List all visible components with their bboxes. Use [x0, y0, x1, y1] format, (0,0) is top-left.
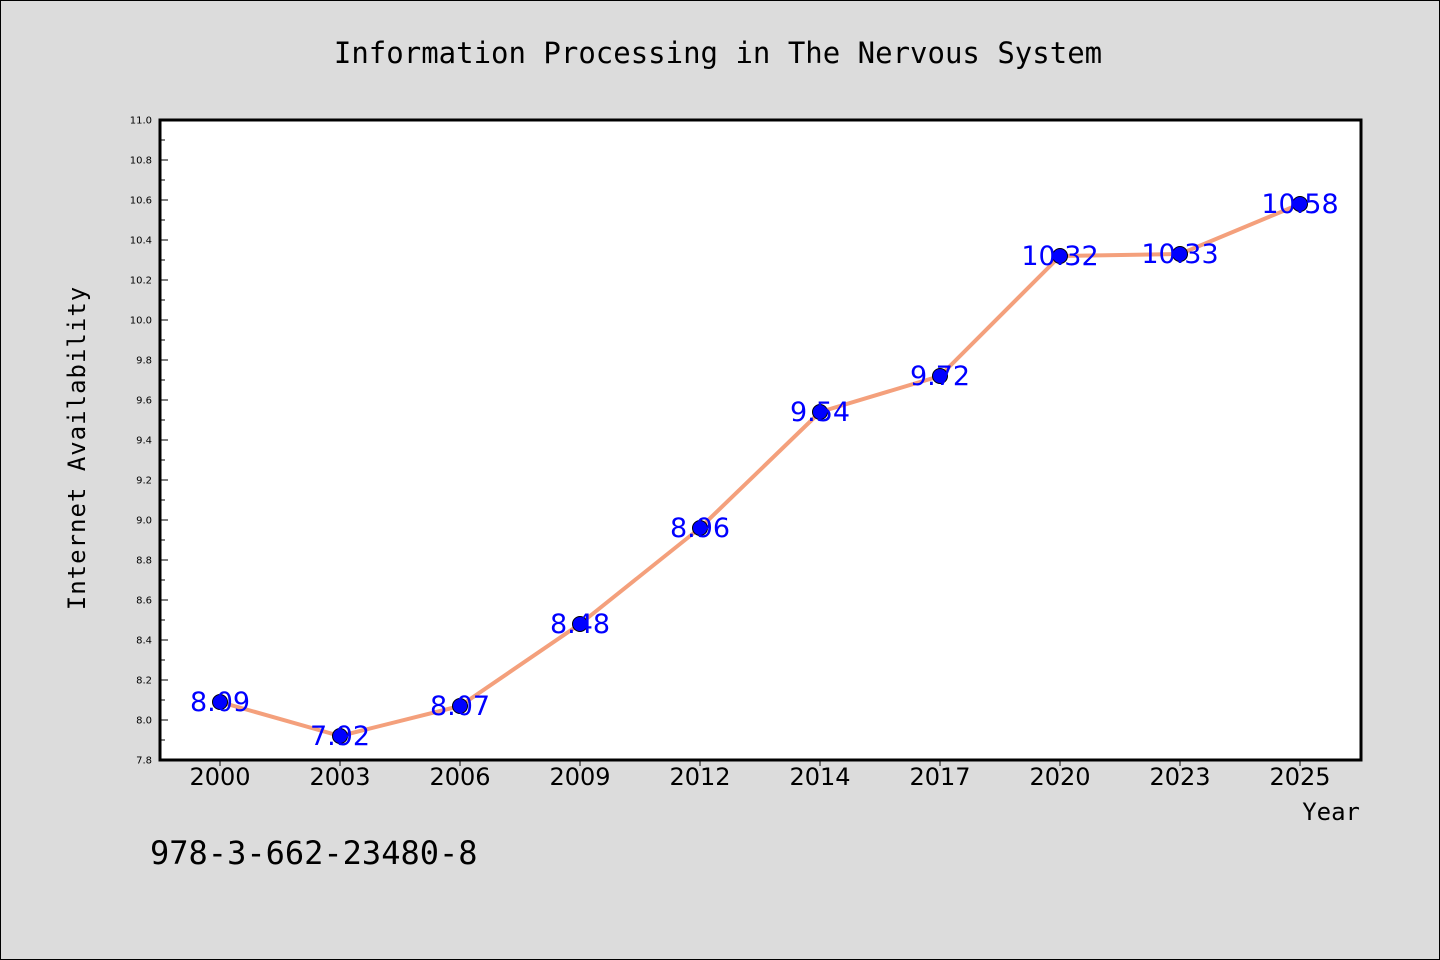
data-label: 8.09: [190, 687, 250, 718]
data-label: 10.33: [1141, 239, 1218, 270]
x-tick-label: 2020: [1029, 763, 1090, 791]
x-tick-label: 2003: [309, 763, 370, 791]
x-tick-label: 2006: [429, 763, 490, 791]
series-group: 8.09 7.92 8.07 8.48 8.96 9.54 9.72 10.32 10.33 10…: [190, 189, 1339, 752]
data-point-marker: [692, 520, 708, 536]
data-label: 7.92: [310, 721, 370, 752]
y-tick-label: 8.6: [136, 596, 152, 607]
x-tick-label: 2025: [1269, 763, 1330, 791]
y-axis-label: Internet Availability: [63, 286, 91, 610]
y-tick-label: 8.0: [136, 716, 152, 727]
y-tick-label: 9.4: [136, 436, 152, 447]
data-point-marker: [812, 404, 828, 420]
data-point-marker: [332, 728, 348, 744]
x-axis-ticks: 2000 2003 2006 2009 2012 2014 2017 2020 2023 2025: [189, 760, 1331, 791]
x-tick-label: 2023: [1149, 763, 1210, 791]
data-label: 9.54: [790, 397, 850, 428]
data-label: 10.58: [1261, 189, 1338, 220]
y-tick-label: 9.0: [136, 516, 152, 527]
data-point-marker: [1292, 196, 1308, 212]
y-tick-label: 10.0: [130, 316, 152, 327]
data-point-marker: [932, 368, 948, 384]
y-tick-label: 8.2: [136, 676, 152, 687]
data-label: 8.96: [670, 513, 730, 544]
data-point-marker: [212, 694, 228, 710]
y-axis-ticks: 7.8 8.0 8.2 8.4 8.6 8.8 9.0 9.2 9.4 9.6 9.8 10.0 10.…: [130, 116, 168, 767]
y-tick-label: 10.2: [130, 276, 152, 287]
chart-title: Information Processing in The Nervous Sy…: [334, 36, 1102, 70]
isbn-text: 978-3-662-23480-8: [150, 834, 478, 872]
x-tick-label: 2012: [669, 763, 730, 791]
x-tick-label: 2009: [549, 763, 610, 791]
y-tick-label: 9.2: [136, 476, 152, 487]
y-tick-label: 10.6: [130, 196, 152, 207]
plot-area: [158, 118, 1363, 762]
data-label: 8.48: [550, 609, 610, 640]
y-tick-label: 9.8: [136, 356, 152, 367]
y-tick-label: 10.8: [130, 156, 152, 167]
x-tick-label: 2017: [909, 763, 970, 791]
data-label: 9.72: [910, 361, 970, 392]
data-label: 10.32: [1021, 241, 1098, 272]
data-point-marker: [1172, 246, 1188, 262]
data-label: 8.07: [430, 691, 490, 722]
series-line: [219, 202, 1301, 738]
data-point-marker: [452, 698, 468, 714]
data-point-marker: [1052, 248, 1068, 264]
y-tick-label: 7.8: [136, 756, 152, 767]
y-tick-label: 10.4: [130, 236, 152, 247]
x-tick-label: 2000: [189, 763, 250, 791]
y-tick-label: 8.4: [136, 636, 152, 647]
y-tick-label: 11.0: [130, 116, 152, 127]
x-tick-label: 2014: [789, 763, 850, 791]
data-point-marker: [572, 616, 588, 632]
x-axis-label: Year: [1302, 798, 1360, 826]
y-tick-label: 8.8: [136, 556, 152, 567]
y-tick-label: 9.6: [136, 396, 152, 407]
